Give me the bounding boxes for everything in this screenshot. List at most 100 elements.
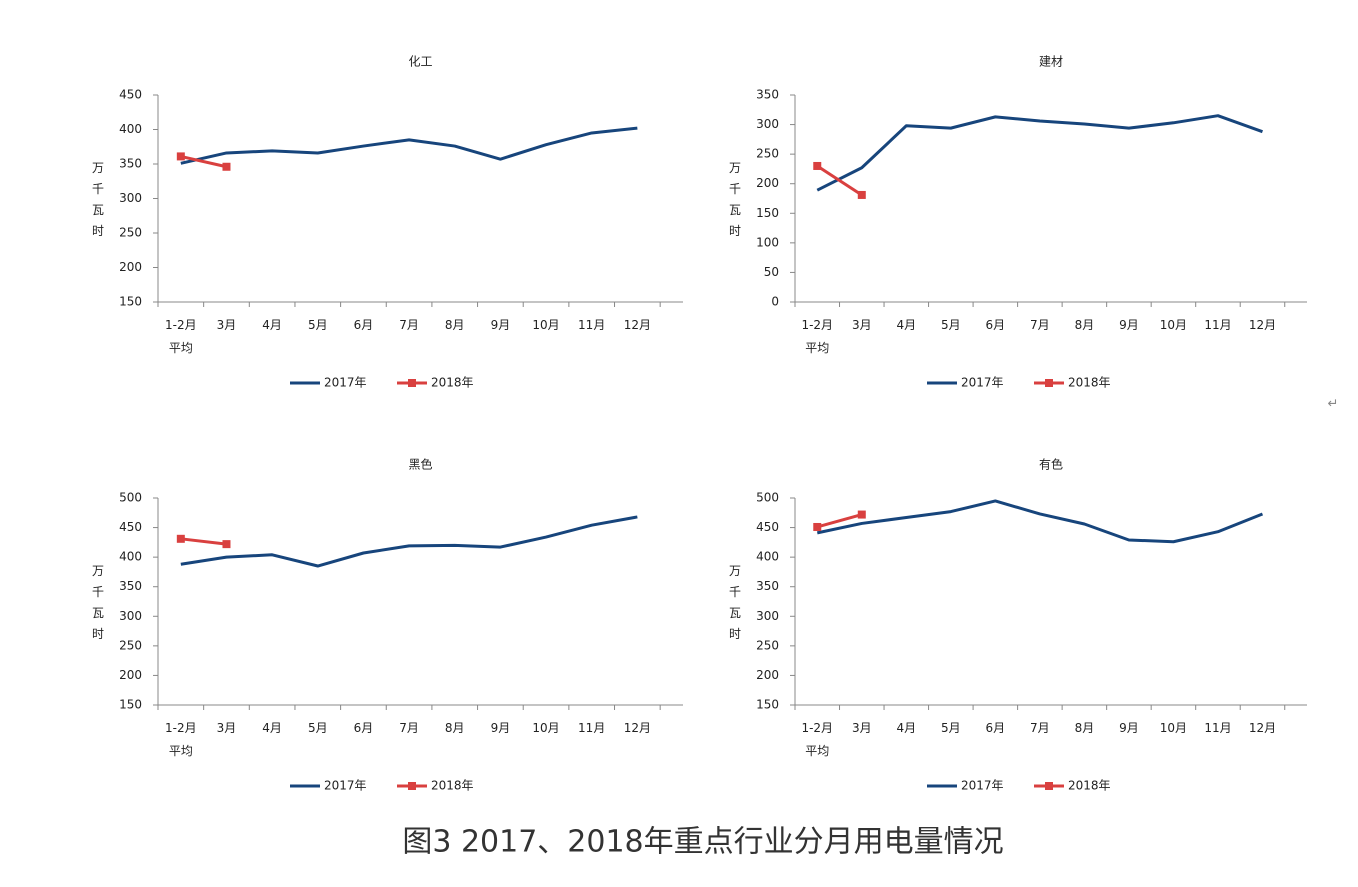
x-tick-label-line: 6月 <box>986 318 1006 332</box>
y-axis-label-char: 时 <box>92 627 104 641</box>
y-axis-label-char: 万 <box>729 161 741 175</box>
y-axis-label-char: 千 <box>92 585 104 599</box>
y-tick-label: 150 <box>756 698 779 712</box>
x-tick-label-line: 1-2月 <box>165 318 197 332</box>
x-tick-label: 9月 <box>491 721 511 735</box>
chart-title: 建材 <box>1039 55 1063 69</box>
x-tick-label: 11月 <box>1204 318 1231 332</box>
x-tick-label-line: 6月 <box>354 318 374 332</box>
x-tick-label: 5月 <box>308 721 328 735</box>
marker <box>176 534 185 543</box>
y-tick-label: 250 <box>756 638 779 652</box>
y-tick-label: 350 <box>119 579 142 593</box>
y-tick-label: 300 <box>119 191 142 205</box>
x-tick-label: 11月 <box>578 318 605 332</box>
y-tick-label: 200 <box>119 668 142 682</box>
line <box>816 164 863 197</box>
x-tick-label-line: 4月 <box>896 318 916 332</box>
x-tick-label-line: 4月 <box>262 318 282 332</box>
y-tick-label: 200 <box>119 260 142 274</box>
marker <box>222 162 231 171</box>
line <box>180 154 227 169</box>
y-axis-label-char: 千 <box>729 182 741 196</box>
x-tick-label: 7月 <box>399 721 419 735</box>
y-tick-label: 400 <box>119 550 142 564</box>
y-tick-label: 250 <box>756 147 779 161</box>
y-axis-label-char: 千 <box>729 585 741 599</box>
x-tick-label-line: 7月 <box>399 318 419 332</box>
x-tick-label-line: 1-2月 <box>801 721 833 735</box>
y-tick-label: 200 <box>756 668 779 682</box>
x-tick-label-line: 11月 <box>1204 318 1231 332</box>
legend-label: 2017年 <box>324 376 367 390</box>
x-tick-label-line: 8月 <box>1075 721 1095 735</box>
x-tick-label-line: 8月 <box>445 721 465 735</box>
x-tick-label: 3月 <box>217 318 237 332</box>
x-tick-label-line: 11月 <box>1204 721 1231 735</box>
y-tick-label: 400 <box>756 550 779 564</box>
x-tick-label: 9月 <box>491 318 511 332</box>
y-tick-label: 450 <box>119 88 142 102</box>
x-tick-label: 6月 <box>986 721 1006 735</box>
y-axis-label-char: 瓦 <box>729 606 741 620</box>
x-tick-label: 1-2月平均 <box>165 318 197 355</box>
x-tick-label-line: 12月 <box>624 721 651 735</box>
legend-label: 2018年 <box>431 779 474 793</box>
x-tick-label: 7月 <box>1030 721 1050 735</box>
x-tick-label-line: 5月 <box>941 721 961 735</box>
y-axis-label-char: 万 <box>92 564 104 578</box>
legend-marker <box>408 379 416 387</box>
legend-label: 2018年 <box>1068 779 1111 793</box>
x-tick-label-line: 平均 <box>805 341 829 355</box>
x-tick-label: 7月 <box>1030 318 1050 332</box>
y-tick-label: 250 <box>119 226 142 240</box>
x-tick-label-line: 平均 <box>169 341 193 355</box>
x-tick-label-line: 7月 <box>399 721 419 735</box>
y-axis-label: 万千瓦时 <box>92 564 104 641</box>
x-tick-label: 1-2月平均 <box>801 318 833 355</box>
marker <box>813 522 822 531</box>
y-tick-label: 50 <box>764 265 779 279</box>
x-tick-label-line: 1-2月 <box>801 318 833 332</box>
legend-label: 2017年 <box>961 779 1004 793</box>
x-tick-label-line: 3月 <box>852 318 872 332</box>
x-tick-label: 12月 <box>624 318 651 332</box>
x-tick-label-line: 7月 <box>1030 721 1050 735</box>
x-tick-label: 4月 <box>262 721 282 735</box>
y-axis-label-char: 时 <box>92 224 104 238</box>
y-tick-label: 0 <box>771 295 779 309</box>
x-tick-label: 10月 <box>532 721 559 735</box>
x-tick-label-line: 3月 <box>217 721 237 735</box>
x-tick-label-line: 1-2月 <box>165 721 197 735</box>
x-tick-label-line: 8月 <box>1075 318 1095 332</box>
x-tick-label: 12月 <box>1249 318 1276 332</box>
caption: 图3 2017、2018年重点行业分月用电量情况 <box>402 825 1003 860</box>
line <box>180 515 638 568</box>
chart-title: 有色 <box>1039 458 1063 472</box>
x-tick-label-line: 12月 <box>1249 721 1276 735</box>
paragraph-mark: ↵ <box>1328 397 1339 412</box>
x-tick-label: 10月 <box>1160 318 1187 332</box>
marker <box>222 540 231 549</box>
x-tick-label-line: 6月 <box>986 721 1006 735</box>
line <box>180 537 227 546</box>
x-tick-label: 8月 <box>445 721 465 735</box>
x-tick-label: 1-2月平均 <box>801 721 833 758</box>
x-tick-label: 5月 <box>941 318 961 332</box>
y-tick-label: 350 <box>756 579 779 593</box>
x-tick-label: 8月 <box>445 318 465 332</box>
x-tick-label: 3月 <box>852 721 872 735</box>
x-tick-label: 5月 <box>308 318 328 332</box>
x-tick-label-line: 5月 <box>308 721 328 735</box>
x-tick-label: 4月 <box>896 318 916 332</box>
x-tick-label-line: 4月 <box>262 721 282 735</box>
x-tick-label: 10月 <box>1160 721 1187 735</box>
x-tick-label-line: 10月 <box>1160 318 1187 332</box>
x-tick-label-line: 12月 <box>1249 318 1276 332</box>
chart-title: 黑色 <box>408 458 432 472</box>
y-tick-label: 200 <box>756 176 779 190</box>
x-tick-label-line: 11月 <box>578 721 605 735</box>
x-tick-label: 4月 <box>262 318 282 332</box>
y-tick-label: 100 <box>756 235 779 249</box>
